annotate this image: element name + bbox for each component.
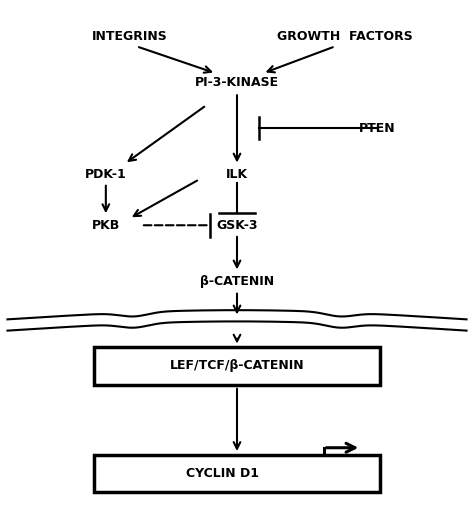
Text: ILK: ILK bbox=[226, 168, 248, 180]
Text: GSK-3: GSK-3 bbox=[216, 219, 258, 232]
Text: CYCLIN D1: CYCLIN D1 bbox=[186, 467, 259, 480]
Text: PDK-1: PDK-1 bbox=[85, 168, 127, 180]
FancyBboxPatch shape bbox=[94, 347, 380, 385]
Text: PTEN: PTEN bbox=[359, 121, 396, 134]
Text: β-CATENIN: β-CATENIN bbox=[200, 275, 274, 288]
Text: PKB: PKB bbox=[91, 219, 120, 232]
Text: LEF/TCF/β-CATENIN: LEF/TCF/β-CATENIN bbox=[170, 359, 304, 372]
FancyBboxPatch shape bbox=[94, 455, 380, 492]
Text: GROWTH  FACTORS: GROWTH FACTORS bbox=[277, 29, 413, 42]
Text: PI-3-KINASE: PI-3-KINASE bbox=[195, 75, 279, 88]
Text: INTEGRINS: INTEGRINS bbox=[91, 29, 167, 42]
